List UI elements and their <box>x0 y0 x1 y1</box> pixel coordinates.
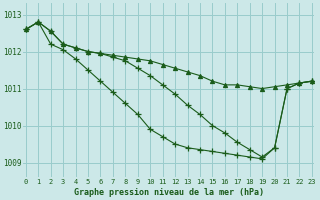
X-axis label: Graphe pression niveau de la mer (hPa): Graphe pression niveau de la mer (hPa) <box>74 188 264 197</box>
